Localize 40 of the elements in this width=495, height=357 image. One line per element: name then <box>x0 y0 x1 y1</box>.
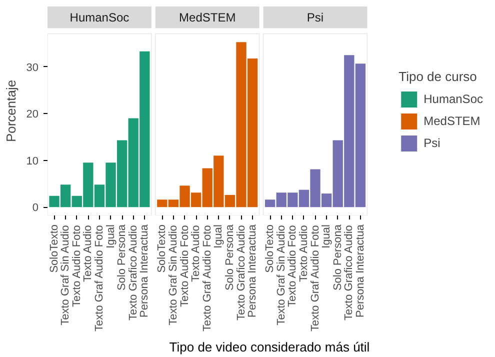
x-tick-label: Persona Interactua <box>246 224 259 318</box>
x-tick-label: Texto Audio Foto <box>286 225 299 308</box>
x-tick-label: Texto Grafico Audio <box>235 225 248 320</box>
x-tick-label: Texto Graf Sin Audio <box>60 225 72 326</box>
x-tick-label: SoloTexto <box>48 224 60 273</box>
x-tick-label: Solo Persona <box>332 224 344 291</box>
x-tick-label: Texto Audio Foto <box>178 225 191 308</box>
y-tick-label: 20 <box>26 108 39 121</box>
x-tick-label: Texto Audio <box>190 225 202 282</box>
x-tick-label: Persona Interactua <box>138 224 151 318</box>
chart-title: MedSTEM <box>179 10 236 24</box>
x-tick-label: Persona Interactua <box>354 224 366 318</box>
x-tick-label: Igual <box>212 224 225 248</box>
legend-title: Tipo de curso <box>398 68 478 84</box>
x-tick-label: Texto Grafico Audio <box>343 225 356 320</box>
x-tick-label: Solo Persona <box>116 224 128 291</box>
y-tick-label: 10 <box>26 155 39 168</box>
x-tick-label: Texto Audio Foto <box>70 225 83 308</box>
legend-label: HumanSoc <box>424 92 483 106</box>
legend-label: Psi <box>424 136 442 150</box>
legend-label: MedSTEM <box>424 114 480 128</box>
chart-title: Psi <box>306 10 324 24</box>
x-axis-title: Tipo de video considerado más útil <box>169 340 370 354</box>
x-tick-label: Igual <box>104 224 117 248</box>
y-tick-label: 30 <box>26 62 39 74</box>
x-tick-label: Texto Graf Audio Foto <box>309 225 322 332</box>
y-axis-title: Porcentaje <box>3 80 18 142</box>
x-tick-label: Texto Graf Sin Audio <box>167 225 180 326</box>
x-tick-label: Texto Graf Audio Foto <box>93 225 106 332</box>
x-tick-label: Texto Graf Sin Audio <box>275 225 288 326</box>
x-tick-label: Texto Graf Audio Foto <box>201 225 214 332</box>
x-tick-label: SoloTexto <box>156 224 168 273</box>
x-tick-label: Igual <box>320 224 333 248</box>
x-tick-label: Texto Audio <box>82 225 94 282</box>
y-tick-label: 0 <box>32 202 39 214</box>
x-tick-label: Texto Audio <box>298 225 310 282</box>
x-tick-label: Texto Grafico Audio <box>127 225 140 320</box>
chart-title: HumanSoc <box>70 10 130 24</box>
x-tick-label: SoloTexto <box>264 224 276 273</box>
x-tick-label: Solo Persona <box>224 224 236 291</box>
